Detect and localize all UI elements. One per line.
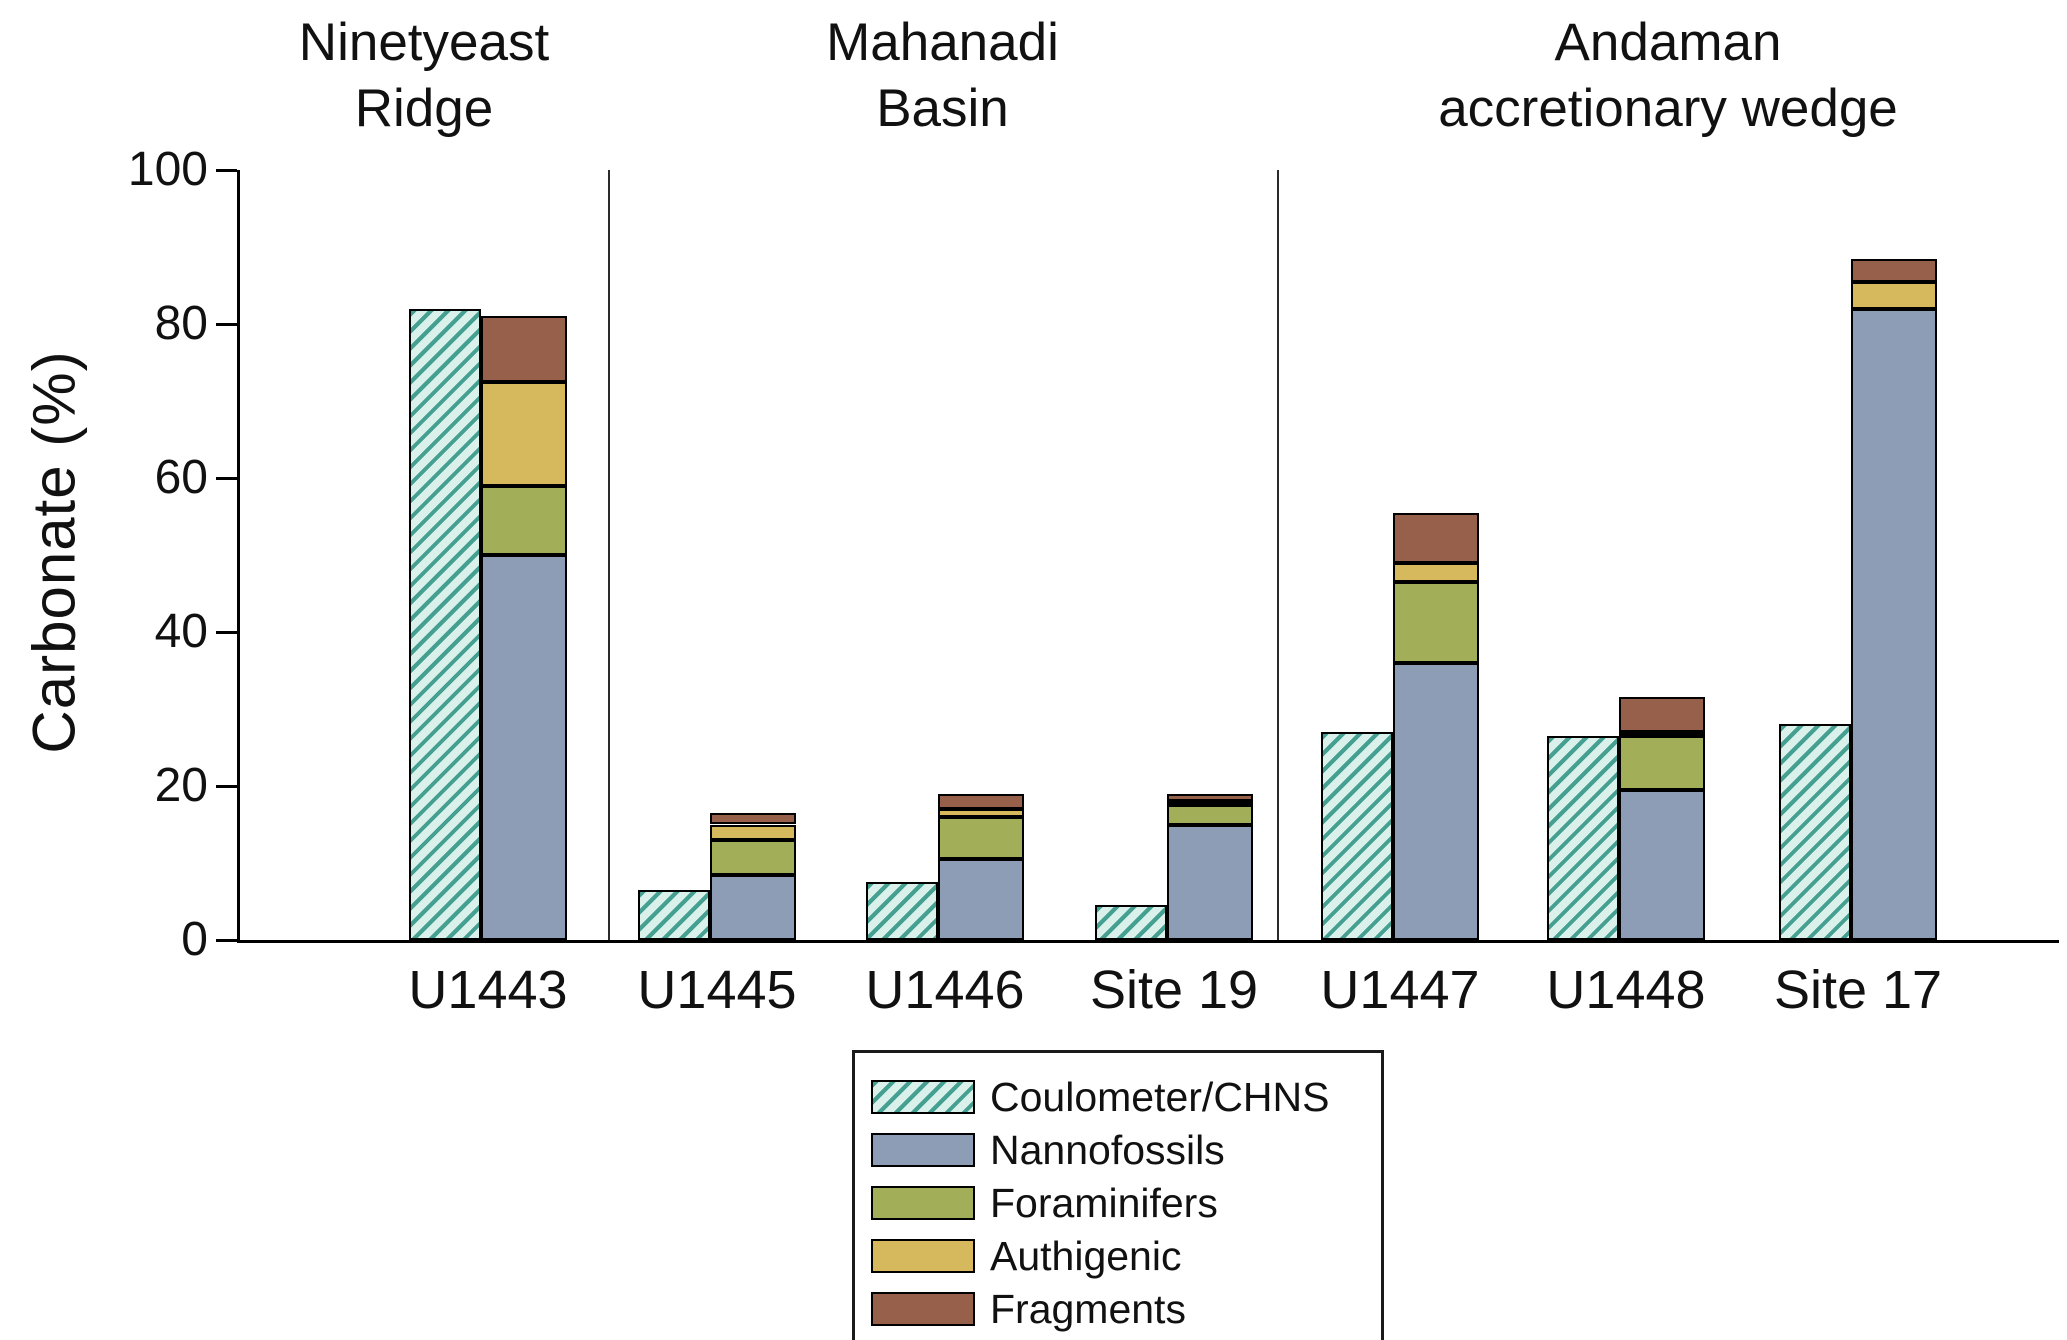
stack-segment-foraminifers (481, 485, 567, 555)
region-separator (608, 170, 610, 940)
stack-segment-authigenic (481, 381, 567, 486)
stack-segment-fragments (938, 793, 1024, 810)
legend: Coulometer/CHNS Nannofossils Foraminifers A… (852, 1050, 1384, 1340)
legend-item-fragments: Fragments (871, 1287, 1365, 1331)
stack-segment-authigenic (710, 824, 796, 840)
y-tick-mark (216, 631, 237, 634)
stack-segment-authigenic (1167, 801, 1253, 806)
legend-swatch-authigenic (871, 1239, 975, 1273)
stack-segment-authigenic (1393, 562, 1479, 582)
x-axis-site-label: Site 17 (1773, 960, 1943, 1020)
y-tick-mark (216, 477, 237, 480)
stack-segment-foraminifers (710, 839, 796, 875)
stack-segment-fragments (710, 812, 796, 825)
stack-segment-foraminifers (1393, 581, 1479, 663)
y-tick-mark (216, 785, 237, 788)
stack-segment-nannofossils (1851, 308, 1937, 940)
stack-segment-fragments (1393, 512, 1479, 563)
legend-label: Authigenic (990, 1233, 1182, 1279)
legend-swatch-nannofossils (871, 1133, 975, 1167)
legend-item-foraminifers: Foraminifers (871, 1181, 1365, 1225)
coulometer-chns-bar (1321, 732, 1393, 940)
y-tick-mark (216, 323, 237, 326)
stack-segment-nannofossils (938, 859, 1024, 940)
legend-item-coulometer: Coulometer/CHNS (871, 1075, 1365, 1119)
y-tick-label: 20 (154, 759, 208, 812)
x-axis-site-label: Site 19 (1089, 960, 1259, 1020)
x-axis-site-label: U1447 (1320, 960, 1480, 1020)
y-tick-mark (216, 169, 237, 172)
stack-segment-fragments (1619, 697, 1705, 733)
stack-segment-foraminifers (1167, 805, 1253, 825)
y-tick-mark (216, 939, 237, 942)
y-tick-label: 80 (154, 297, 208, 350)
x-axis-site-label: U1446 (865, 960, 1025, 1020)
stack-segment-authigenic (1619, 732, 1705, 737)
coulometer-chns-bar (1779, 724, 1851, 940)
coulometer-chns-bar (638, 889, 710, 940)
legend-swatch-foraminifers (871, 1186, 975, 1220)
legend-item-nannofossils: Nannofossils (871, 1128, 1365, 1172)
x-axis-site-label: U1443 (408, 960, 568, 1020)
stack-segment-fragments (481, 316, 567, 382)
y-axis-title: Carbonate (%) (20, 350, 88, 754)
stack-segment-nannofossils (1167, 824, 1253, 940)
x-axis-line (237, 940, 2059, 943)
region-title: Ninetyeast Ridge (298, 13, 550, 138)
region-title: Andaman accretionary wedge (1438, 13, 1898, 138)
legend-swatch-coulometer (871, 1080, 975, 1114)
x-axis-site-label: U1445 (637, 960, 797, 1020)
coulometer-chns-bar (409, 308, 481, 940)
legend-label: Fragments (990, 1286, 1186, 1332)
legend-swatch-fragments (871, 1292, 975, 1326)
stack-segment-fragments (1167, 793, 1253, 802)
stack-segment-nannofossils (710, 874, 796, 940)
legend-label: Nannofossils (990, 1127, 1225, 1173)
legend-label: Foraminifers (990, 1180, 1218, 1226)
region-separator (1277, 170, 1279, 940)
stack-segment-nannofossils (1393, 662, 1479, 940)
y-tick-label: 60 (154, 451, 208, 504)
stack-segment-foraminifers (1619, 735, 1705, 790)
legend-label: Coulometer/CHNS (990, 1074, 1330, 1120)
x-axis-site-label: U1448 (1546, 960, 1706, 1020)
stack-segment-fragments (1851, 258, 1937, 282)
stack-segment-foraminifers (938, 816, 1024, 860)
y-axis-line (237, 170, 240, 943)
y-tick-label: 0 (181, 913, 208, 966)
stack-segment-authigenic (938, 809, 1024, 817)
y-tick-label: 100 (127, 143, 208, 196)
stack-segment-nannofossils (481, 555, 567, 940)
stack-segment-nannofossils (1619, 789, 1705, 940)
coulometer-chns-bar (1095, 905, 1167, 940)
stack-segment-authigenic (1851, 281, 1937, 309)
coulometer-chns-bar (866, 882, 938, 940)
coulometer-chns-bar (1547, 735, 1619, 940)
region-title: Mahanadi Basin (826, 13, 1059, 138)
y-tick-label: 40 (154, 605, 208, 658)
legend-item-authigenic: Authigenic (871, 1234, 1365, 1278)
